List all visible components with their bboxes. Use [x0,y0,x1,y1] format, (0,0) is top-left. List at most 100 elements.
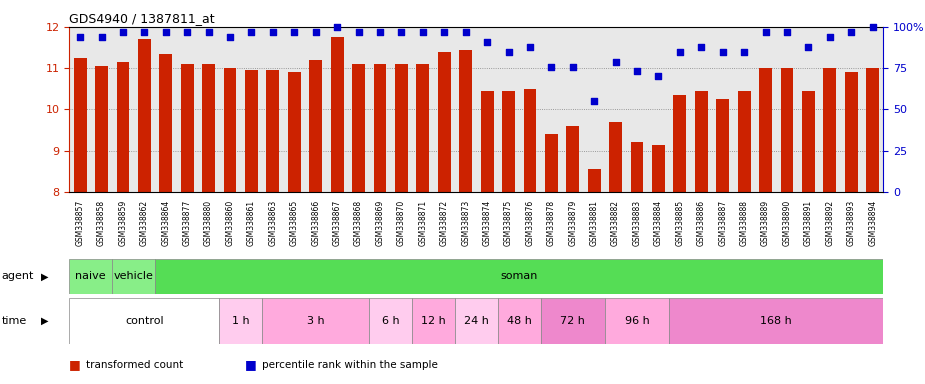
Point [308,29,323,35]
Point [694,44,709,50]
Point [394,29,409,35]
Bar [369,298,413,344]
Point [501,49,516,55]
Bar [180,64,193,192]
Point [780,29,795,35]
Bar [759,68,772,192]
Bar [823,68,836,192]
Bar [155,259,883,294]
Bar [545,134,558,192]
Bar [481,91,494,192]
Point [415,29,430,35]
Point [758,29,773,35]
Bar [416,64,429,192]
Point [437,29,451,35]
Point [352,29,366,35]
Text: 72 h: 72 h [561,316,586,326]
Bar [652,144,665,192]
Bar [74,58,87,192]
Point [544,63,559,70]
Point [329,24,344,30]
Point [116,29,130,35]
Text: GDS4940 / 1387811_at: GDS4940 / 1387811_at [69,12,215,25]
Point [586,98,601,104]
Point [373,29,388,35]
Bar [395,64,408,192]
Point [223,34,238,40]
Point [202,29,216,35]
Bar [374,64,387,192]
Bar [566,126,579,192]
Bar [245,70,258,192]
Bar [138,39,151,192]
Bar [266,70,279,192]
Bar [716,99,729,192]
Bar [631,142,644,192]
Bar [673,95,686,192]
Point [265,29,280,35]
Point [630,68,645,74]
Point [458,29,473,35]
Bar [695,91,708,192]
Text: time: time [2,316,27,326]
Bar [112,259,155,294]
Bar [413,298,455,344]
Bar [459,50,472,192]
Point [94,34,109,40]
Point [480,39,495,45]
Text: 168 h: 168 h [760,316,792,326]
Text: agent: agent [2,271,34,281]
Text: ■: ■ [245,358,257,371]
Text: soman: soman [500,271,538,281]
Text: ▶: ▶ [41,316,48,326]
Bar [224,68,237,192]
Bar [95,66,108,192]
Point [844,29,858,35]
Bar [117,62,130,192]
Bar [352,64,365,192]
Bar [605,298,669,344]
Text: 48 h: 48 h [507,316,532,326]
Bar [331,37,343,192]
Text: 96 h: 96 h [624,316,649,326]
Bar [455,298,498,344]
Point [179,29,194,35]
Bar [502,91,515,192]
Bar [69,259,112,294]
Text: ■: ■ [69,358,81,371]
Text: transformed count: transformed count [86,360,183,370]
Bar [540,298,605,344]
Bar [219,298,262,344]
Bar [262,298,369,344]
Point [651,73,666,79]
Text: 6 h: 6 h [382,316,400,326]
Bar [802,91,815,192]
Point [137,29,152,35]
Point [287,29,302,35]
Text: vehicle: vehicle [114,271,154,281]
Point [523,44,537,50]
Text: 3 h: 3 h [307,316,325,326]
Point [715,49,730,55]
Bar [587,169,600,192]
Point [244,29,259,35]
Bar [203,64,215,192]
Text: 1 h: 1 h [232,316,250,326]
Bar [524,89,536,192]
Bar [781,68,794,192]
Bar [288,72,301,192]
Bar [669,298,883,344]
Bar [738,91,750,192]
Bar [309,60,322,192]
Bar [438,51,450,192]
Point [865,24,880,30]
Point [736,49,751,55]
Text: percentile rank within the sample: percentile rank within the sample [262,360,438,370]
Point [158,29,173,35]
Bar [498,298,540,344]
Bar [610,122,622,192]
Point [801,44,816,50]
Point [822,34,837,40]
Bar [845,72,857,192]
Text: 24 h: 24 h [464,316,488,326]
